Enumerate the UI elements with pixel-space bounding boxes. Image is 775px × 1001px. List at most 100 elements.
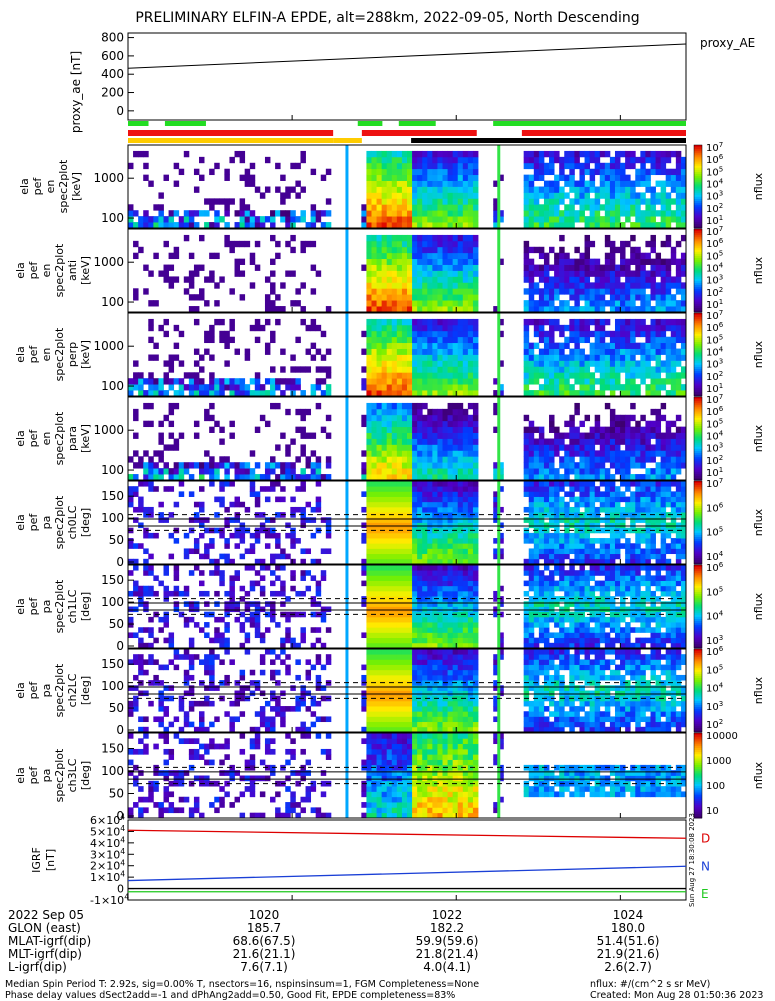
panel-axis-label: en (40, 264, 53, 278)
spectrogram-cell (214, 627, 219, 633)
spectrogram-cell (650, 421, 655, 427)
spectrogram-cell (640, 548, 645, 554)
spectrogram-cell (590, 169, 595, 175)
spectrogram-cell (326, 533, 331, 539)
spectrogram-cell (128, 390, 133, 396)
spectrogram-cell (285, 216, 290, 222)
spectrogram-cell (529, 439, 534, 445)
spectrogram-cell (656, 433, 661, 439)
spectrogram-cell (544, 198, 549, 204)
spectrogram-cell (214, 216, 219, 222)
spectrogram-cell (412, 507, 417, 513)
spectrogram-cell (397, 360, 402, 366)
spectrogram-cell (666, 241, 671, 247)
spectrogram-cell (214, 617, 219, 623)
spectrogram-cell (463, 372, 468, 378)
spectrogram-cell (463, 421, 468, 427)
spectrogram-cell (265, 517, 270, 523)
spectrogram-cell (407, 533, 412, 539)
spectrogram-cell (412, 450, 417, 456)
spectrogram-cell (448, 533, 453, 539)
spectrogram-cell (473, 462, 478, 468)
spectrogram-cell (437, 433, 442, 439)
spectrogram-cell (671, 294, 676, 300)
spectrogram-cell (290, 235, 295, 241)
spectrogram-cell (377, 151, 382, 157)
spectrogram-cell (640, 282, 645, 288)
spectrogram-cell (615, 192, 620, 198)
spectrogram-cell (534, 439, 539, 445)
spectrogram-cell (534, 288, 539, 294)
spectrogram-cell (595, 433, 600, 439)
spectrogram-cell (554, 384, 559, 390)
spectrogram-cell (595, 259, 600, 265)
spectrogram-cell (361, 570, 366, 576)
spectrogram-cell (544, 507, 549, 513)
spectrogram-cell (153, 390, 158, 396)
spectrogram-cell (656, 486, 661, 492)
spectrogram-cell (610, 427, 615, 433)
spectrogram-cell (422, 366, 427, 372)
spectrogram-cell (194, 462, 199, 468)
spectrogram-cell (321, 427, 326, 433)
spectrogram-cell (468, 349, 473, 355)
spectrogram-cell (392, 439, 397, 445)
spectrogram-cell (590, 259, 595, 265)
spectrogram-cell (174, 378, 179, 384)
spectrogram-cell (255, 384, 260, 390)
spectrogram-cell (468, 355, 473, 361)
spectrogram-cell (224, 175, 229, 181)
spectrogram-cell (397, 486, 402, 492)
spectrogram-cell (468, 163, 473, 169)
spectrogram-cell (574, 450, 579, 456)
spectrogram-cell (666, 192, 671, 198)
spectrogram-cell (534, 192, 539, 198)
spectrogram-cell (427, 502, 432, 508)
spectrogram-cell (448, 554, 453, 560)
spectrogram-cell (432, 235, 437, 241)
spectrogram-cell (448, 517, 453, 523)
spectrogram-cell (448, 169, 453, 175)
spectrogram-cell (361, 421, 366, 427)
spectrogram-cell (397, 372, 402, 378)
spectrogram-cell (427, 259, 432, 265)
spectrogram-cell (574, 548, 579, 554)
spectrogram-cell (615, 468, 620, 474)
spectrogram-cell (590, 300, 595, 306)
spectrogram-cell (255, 632, 260, 638)
spectrogram-cell (427, 617, 432, 623)
spectrogram-cell (199, 390, 204, 396)
spectrogram-cell (382, 450, 387, 456)
spectrogram-cell (412, 390, 417, 396)
spectrogram-cell (366, 282, 371, 288)
spectrogram-cell (640, 259, 645, 265)
spectrogram-cell (235, 222, 240, 228)
spectrogram-cell (366, 456, 371, 462)
spectrogram-cell (595, 187, 600, 193)
spectrogram-cell (630, 331, 635, 337)
spectrogram-cell (300, 570, 305, 576)
spectrogram-cell (387, 151, 392, 157)
spectrogram-cell (311, 319, 316, 325)
spectrogram-cell (371, 507, 376, 513)
spectrogram-cell (240, 210, 245, 216)
spectrogram-cell (412, 575, 417, 581)
spectrogram-cell (524, 331, 529, 337)
spectrogram-cell (407, 300, 412, 306)
spectrogram-cell (437, 486, 442, 492)
spectrogram-cell (402, 622, 407, 628)
spectrogram-cell (630, 384, 635, 390)
spectrogram-cell (422, 607, 427, 613)
spectrogram-cell (422, 486, 427, 492)
spectrogram-cell (295, 163, 300, 169)
spectrogram-cell (326, 372, 331, 378)
spectrogram-cell (285, 468, 290, 474)
spectrogram-cell (422, 565, 427, 571)
spectrogram-cells (133, 235, 686, 312)
spectrogram-cell (133, 151, 138, 157)
panel-axis-label: pa (40, 516, 53, 530)
spectrogram-cell (463, 360, 468, 366)
spectrogram-cell (300, 591, 305, 597)
spectrogram-cell (585, 319, 590, 325)
spectrogram-cell (650, 337, 655, 343)
